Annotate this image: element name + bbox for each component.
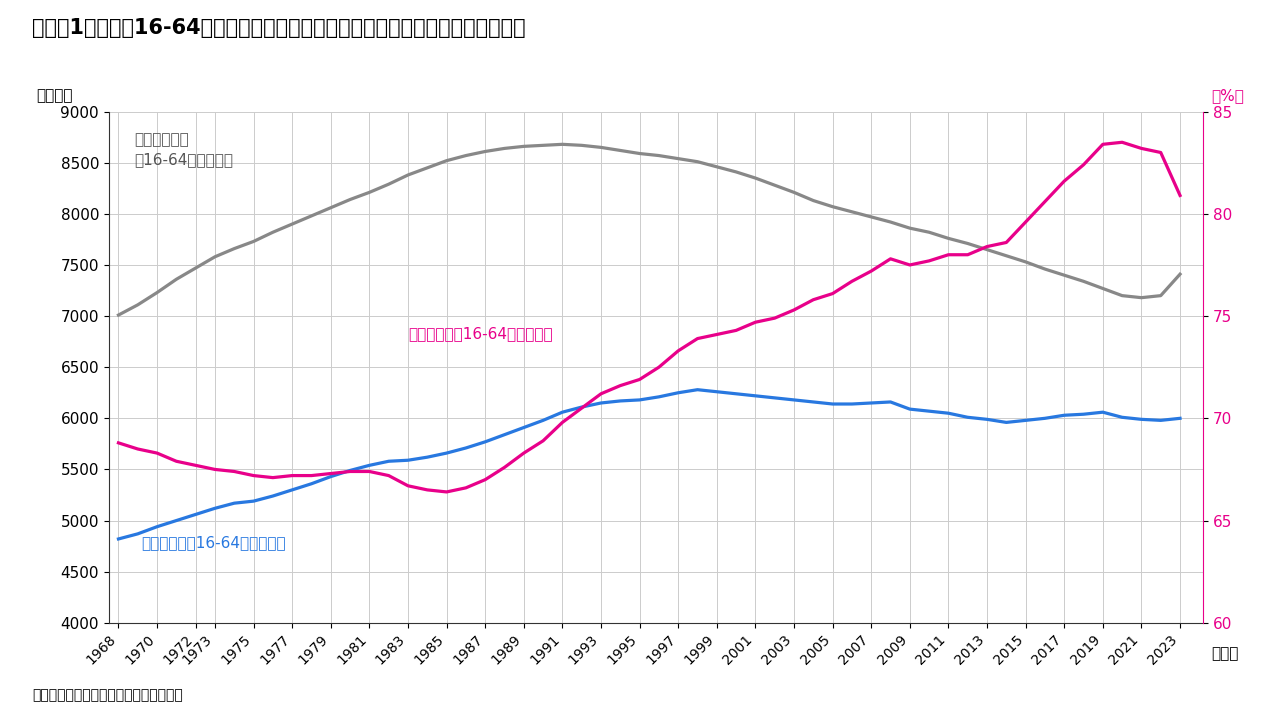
Text: 労働参加率（16-64歳）、右軸: 労働参加率（16-64歳）、右軸 [408, 327, 553, 342]
Text: 生産年齢人口: 生産年齢人口 [134, 132, 188, 147]
Text: 労働力人口（16-64歳）、左軸: 労働力人口（16-64歳）、左軸 [142, 535, 287, 550]
Text: （万人）: （万人） [36, 88, 73, 103]
Text: （出所）厚生労働省よりインベスコ作成: （出所）厚生労働省よりインベスコ作成 [32, 688, 183, 702]
Text: （図表1）日本：16-64歳の年齢グループにおける人口と労働力人口、労働参加率: （図表1）日本：16-64歳の年齢グループにおける人口と労働力人口、労働参加率 [32, 18, 526, 38]
Text: （年）: （年） [1212, 647, 1239, 662]
Text: （16-64歳）、左軸: （16-64歳）、左軸 [134, 153, 233, 168]
Text: （%）: （%） [1211, 88, 1244, 103]
